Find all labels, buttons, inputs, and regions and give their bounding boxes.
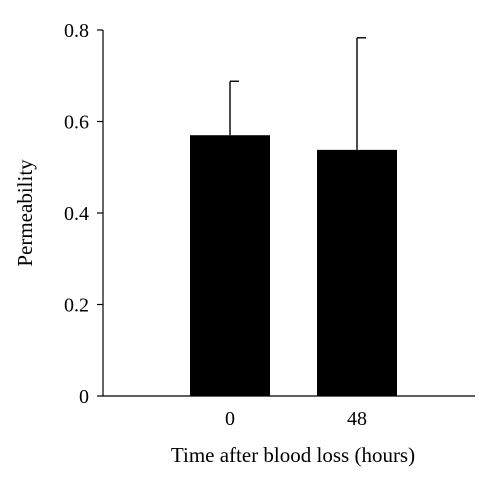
y-tick-label: 0.8 — [64, 20, 89, 42]
x-axis-label: Time after blood loss (hours) — [171, 443, 415, 467]
y-tick-label: 0.2 — [64, 295, 89, 317]
y-tick-label: 0.4 — [64, 203, 89, 225]
y-tick-label: 0 — [79, 386, 89, 408]
plot-area: 0 0.2 0.4 0.6 0.8 0 48 — [64, 20, 475, 430]
bar — [317, 149, 397, 396]
bar — [190, 135, 270, 396]
y-axis-label: Permeability — [13, 159, 37, 267]
y-tick-label: 0.6 — [64, 112, 89, 134]
x-tick-label: 48 — [347, 408, 367, 430]
x-tick-label: 0 — [225, 408, 235, 430]
